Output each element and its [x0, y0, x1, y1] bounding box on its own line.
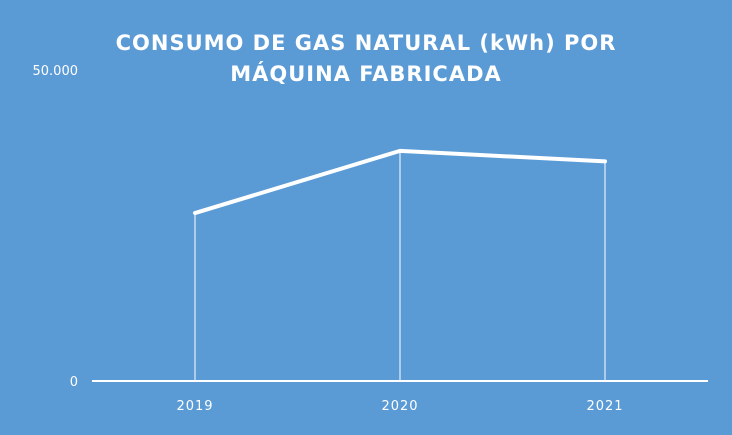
x-tick-label-2021: 2021 — [586, 399, 623, 414]
x-tick-label-2019: 2019 — [176, 399, 213, 414]
chart-title: CONSUMO DE GAS NATURAL (kWh) POR MÁQUINA… — [66, 28, 666, 90]
x-tick-label-2020: 2020 — [381, 399, 418, 414]
y-tick-label: 0 — [70, 375, 78, 390]
chart-title-line-2: MÁQUINA FABRICADA — [230, 62, 502, 86]
y-tick-label: 50.000 — [33, 64, 79, 79]
chart-title-line-1: CONSUMO DE GAS NATURAL (kWh) POR — [115, 31, 617, 55]
x-tick-labels: 2019 2020 2021 — [176, 399, 623, 414]
series-line — [193, 148, 607, 216]
drop-lines — [194, 150, 606, 381]
y-tick-labels: 50.000 0 — [33, 64, 79, 390]
